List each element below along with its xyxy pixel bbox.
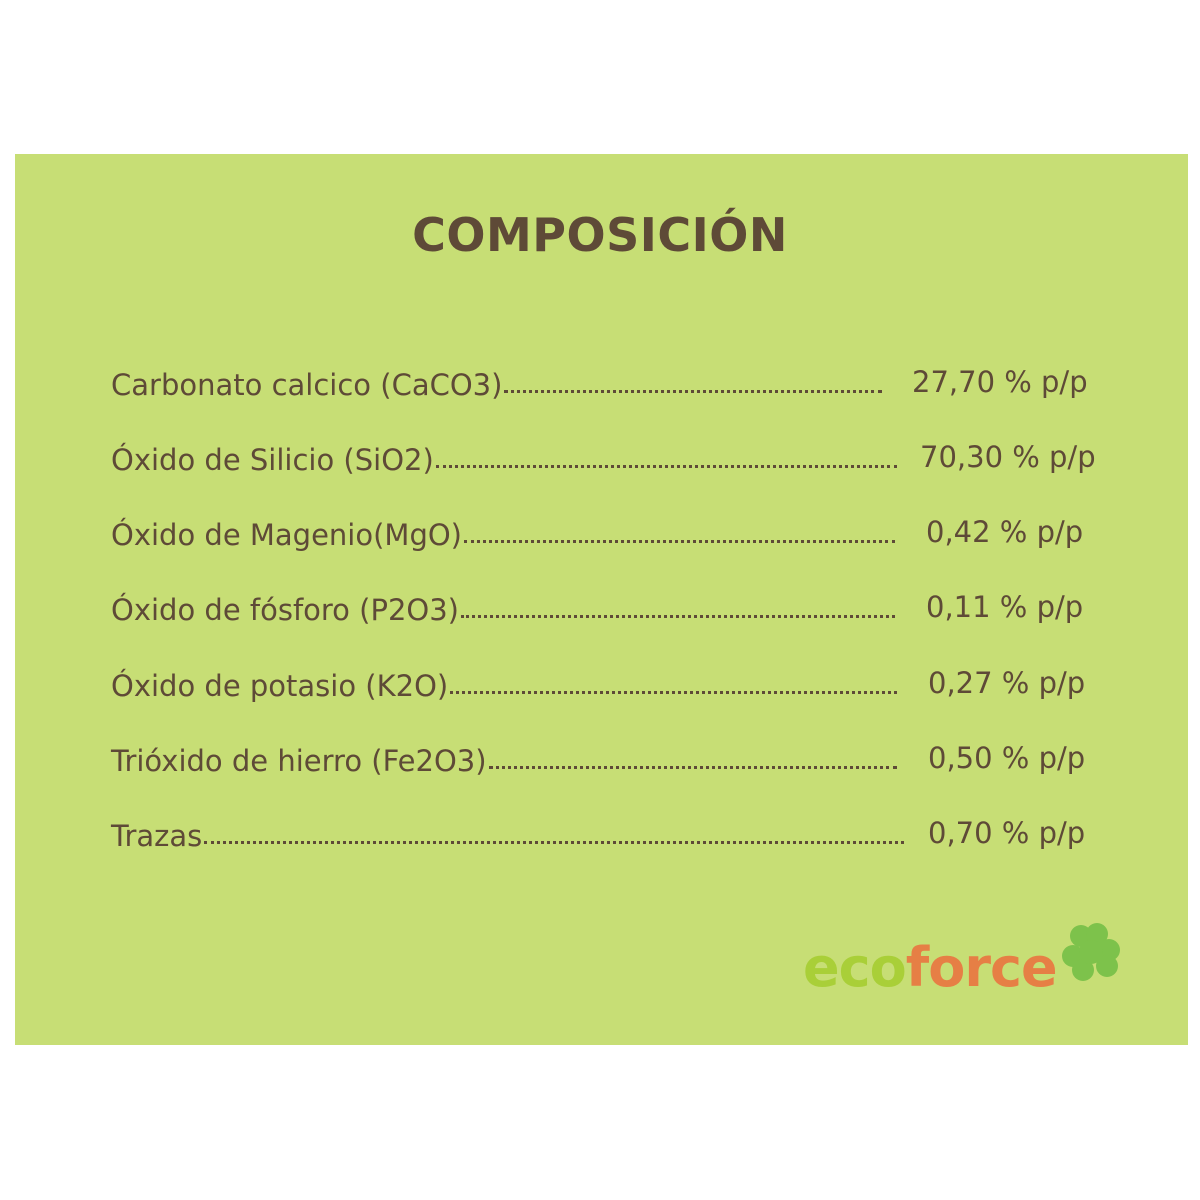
ecoforce-logo: ecoforce	[803, 920, 1123, 1000]
item-name: Óxido de potasio (K2O)	[111, 669, 449, 703]
clover-icon	[1062, 923, 1120, 981]
item-name: Óxido de Magenio(MgO)	[111, 518, 462, 552]
dot-leader	[488, 766, 897, 769]
composition-row: Óxido de potasio (K2O)	[111, 663, 897, 703]
item-name: Óxido de fósforo (P2O3)	[111, 593, 459, 627]
logo-text: ecoforce	[803, 936, 1058, 999]
item-value: 27,70 % p/p	[912, 365, 1088, 399]
composition-row: Carbonato calcico (CaCO3)	[111, 362, 882, 402]
dot-leader	[461, 615, 895, 618]
item-value: 0,50 % p/p	[928, 741, 1086, 775]
item-name: Trazas	[111, 819, 203, 853]
dot-leader	[204, 841, 904, 844]
item-value: 0,42 % p/p	[926, 515, 1084, 549]
composition-panel	[15, 154, 1188, 1045]
item-value: 70,30 % p/p	[920, 440, 1096, 474]
dot-leader	[464, 540, 895, 543]
item-name: Trióxido de hierro (Fe2O3)	[111, 744, 487, 778]
composition-row: Trazas	[111, 813, 904, 853]
item-value: 0,70 % p/p	[928, 816, 1086, 850]
item-value: 0,27 % p/p	[928, 666, 1086, 700]
composition-row: Óxido de Magenio(MgO)	[111, 512, 895, 552]
dot-leader	[435, 465, 897, 468]
dot-leader	[450, 691, 897, 694]
item-name: Óxido de Silicio (SiO2)	[111, 443, 434, 477]
composition-row: Trióxido de hierro (Fe2O3)	[111, 738, 897, 778]
dot-leader	[504, 390, 882, 393]
composition-row: Óxido de Silicio (SiO2)	[111, 437, 897, 477]
item-name: Carbonato calcico (CaCO3)	[111, 368, 503, 402]
page-title: COMPOSICIÓN	[412, 208, 788, 262]
composition-row: Óxido de fósforo (P2O3)	[111, 587, 895, 627]
item-value: 0,11 % p/p	[926, 590, 1084, 624]
